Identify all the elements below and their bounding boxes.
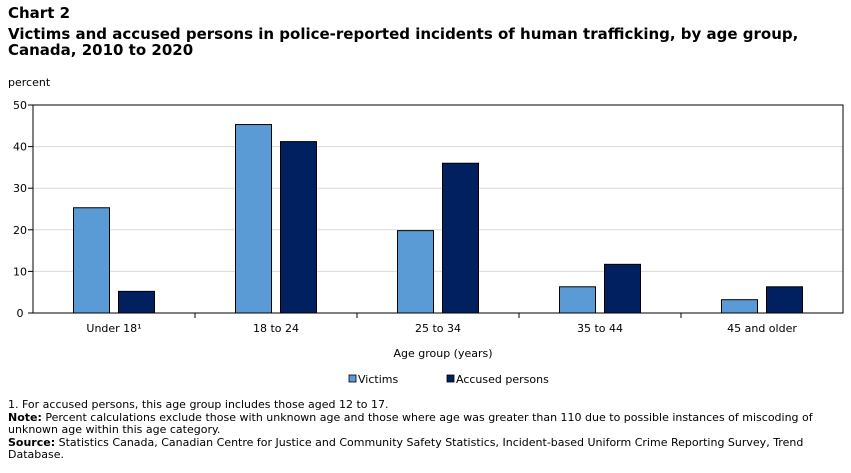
source-text: Statistics Canada, Canadian Centre for J… <box>8 435 804 461</box>
y-tick-label: 10 <box>13 265 27 278</box>
x-tick-label: 18 to 24 <box>253 322 299 335</box>
legend-swatch <box>348 374 357 383</box>
bar-victims-4 <box>721 299 758 314</box>
bar-accused-1 <box>280 141 317 314</box>
legend-swatch <box>446 374 455 383</box>
bar-accused-3 <box>604 263 641 314</box>
x-tick-label: 45 and older <box>727 322 797 335</box>
x-tick-label: 25 to 34 <box>415 322 461 335</box>
bar-victims-2 <box>397 230 434 314</box>
y-tick-label: 50 <box>13 99 27 112</box>
bar-victims-1 <box>235 124 272 314</box>
note-label: Note: <box>8 410 42 424</box>
bar-accused-2 <box>442 162 479 314</box>
y-tick-label: 0 <box>17 307 24 320</box>
y-axis-ticks: 0 10 20 30 40 50 <box>13 99 33 320</box>
x-axis-label: Age group (years) <box>393 347 492 360</box>
legend-label: Accused persons <box>456 373 549 386</box>
note: Note: Percent calculations exclude those… <box>8 410 844 437</box>
legend: Victims Accused persons <box>348 373 549 386</box>
bar-accused-0 <box>118 290 155 314</box>
footnote: 1. For accused persons, this age group i… <box>8 398 389 411</box>
x-tick-label: 35 to 44 <box>577 322 623 335</box>
bars <box>73 124 803 314</box>
note-text: Percent calculations exclude those with … <box>8 410 813 436</box>
source-label: Source: <box>8 435 56 449</box>
y-axis-label: percent <box>8 76 51 89</box>
bar-victims-0 <box>73 207 110 314</box>
gridlines <box>33 146 843 272</box>
y-tick-label: 30 <box>13 182 27 195</box>
y-tick-label: 20 <box>13 224 27 237</box>
chart-label: Chart 2 <box>8 4 71 22</box>
x-axis-ticks: Under 18¹ 18 to 24 25 to 34 35 to 44 45 and … <box>86 313 797 335</box>
x-tick-label: Under 18¹ <box>86 322 141 335</box>
source: Source: Statistics Canada, Canadian Cent… <box>8 435 844 462</box>
bar-victims-3 <box>559 286 596 314</box>
legend-label: Victims <box>358 373 398 386</box>
y-tick-label: 40 <box>13 141 27 154</box>
chart-title: Victims and accused persons in police-re… <box>8 25 799 59</box>
plot-frame <box>32 104 844 314</box>
bar-accused-4 <box>766 286 803 314</box>
notes: 1. For accused persons, this age group i… <box>8 398 844 462</box>
